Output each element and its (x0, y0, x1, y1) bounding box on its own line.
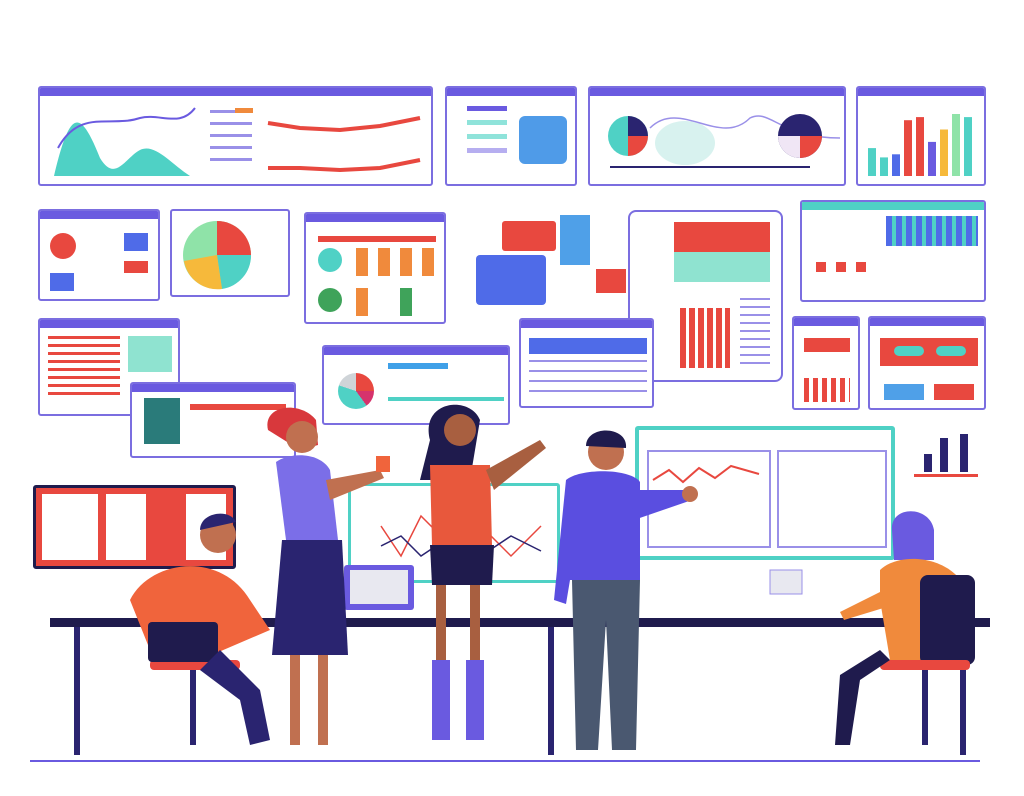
desk (30, 565, 990, 762)
dashboard-panel-red (868, 316, 986, 410)
bar (868, 148, 876, 176)
dashboard-panel-mini-bars (792, 316, 860, 410)
line-chart-graphic (652, 464, 760, 484)
floating-bar-chart (910, 430, 980, 490)
dashboard-panel-pies (588, 86, 846, 186)
area-chart-graphic (54, 107, 421, 176)
device-cluster (476, 215, 626, 305)
bar (940, 129, 948, 176)
person-standing-woman-pointing (420, 404, 546, 740)
bar (952, 114, 960, 176)
person-standing-woman-coffee (267, 407, 390, 745)
dashboard-panel-pie-text (322, 345, 510, 425)
pie-charts-graphic (608, 114, 841, 168)
bar (880, 157, 888, 176)
pie-chart-graphic (183, 221, 252, 290)
bar (904, 120, 912, 176)
bar (916, 117, 924, 176)
dashboard-panel-bar-chart (856, 86, 986, 186)
bar-chart-graphic (868, 114, 972, 176)
dashboard-panel-small-1 (38, 209, 160, 301)
dashboard-panel-pie (170, 209, 290, 297)
dashboard-panel-teal-bars (800, 200, 986, 302)
bar (928, 141, 936, 176)
dashboard-panel-list (445, 86, 577, 186)
bar (892, 154, 900, 176)
person-seated-left (130, 513, 270, 745)
dashboard-panel-orange (304, 212, 446, 324)
dashboard-panel-lines (519, 318, 654, 408)
person-standing-man (554, 430, 698, 750)
person-seated-right (835, 511, 975, 745)
bar (964, 117, 972, 176)
dashboard-panel-area-chart (38, 86, 433, 186)
